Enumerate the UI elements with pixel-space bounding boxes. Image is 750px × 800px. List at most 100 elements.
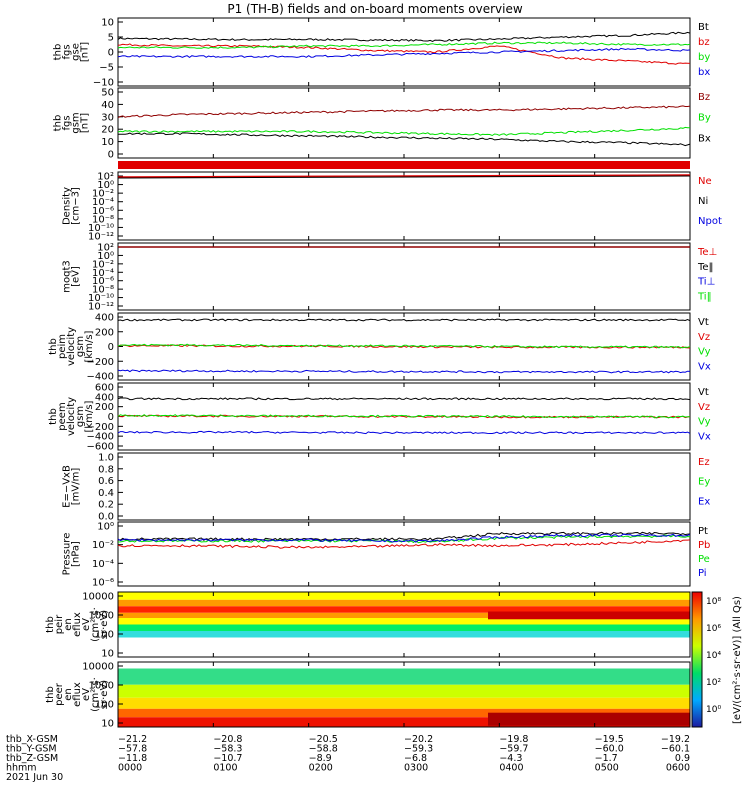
y-tick-label: 200 [95,327,114,338]
y-axis-label: Pressure [62,533,73,576]
y-tick-label: 1.0 [98,453,114,464]
y-axis-label: [nPa] [71,541,82,567]
y-axis-label: velocity [66,397,77,436]
heatmap-band [118,624,690,631]
y-tick-label: 0 [108,412,114,423]
x-tick-label: 0.9 [675,753,690,764]
x-tick-label: −60.1 [661,744,690,755]
series-Bt [117,31,691,42]
legend-Te‖: Te‖ [697,262,714,273]
heatmap-band [488,611,690,620]
x-tick-label: −59.7 [499,744,528,755]
y-tick-label: 30 [101,112,114,123]
colorbar-tick-label: 10⁰ [706,705,721,715]
x-tick-label: −11.8 [118,753,147,764]
x-axis-row-label: thb_Z-GSM [6,753,58,764]
panel-pressure: 10⁰ 10⁻² 10⁻⁴ 10⁻⁶ Pressure[nPa] Pt Pb Pe Pi [62,521,710,589]
y-tick-label: 400 [95,313,114,324]
series-Vx [117,430,691,435]
y-tick-label: 10⁻⁸ [92,285,114,296]
colorbar: 10⁸ 10⁶ 10⁴ 10² 10⁰ [eV/(cm²·s·sr·eV)] (All Q… [691,591,743,728]
date-label: 2021 Jun 30 [6,772,63,783]
legend-bx: bx [698,67,710,78]
x-tick-label: −58.3 [213,744,242,755]
legend-by: by [698,52,710,63]
y-axis-label: eV [81,688,92,701]
y-axis-label: peim [57,334,68,359]
y-axis-label: sr·eV) [99,680,110,709]
x-tick-label: −6.8 [404,753,427,764]
y-tick-label: 5 [108,33,114,44]
y-tick-label: 10² [97,243,114,254]
y-tick-label: 10⁻⁶ [92,206,114,217]
x-tick-label: −8.9 [309,753,332,764]
colorbar-tick-label: 10⁶ [706,624,721,634]
series-Vx [117,369,691,374]
y-axis-label: moqt3 [62,260,73,293]
y-axis-label: eflux [72,682,83,707]
y-tick-label: 10⁻¹⁰ [88,223,114,234]
x-tick-label: 0000 [118,763,142,774]
colorbar-tick-label: 10⁸ [706,597,721,607]
legend-Ex: Ex [698,496,710,507]
legend-Pi: Pi [698,568,707,579]
x-axis-annotation: thb_X-GSM −21.2 −20.8 −20.5 −20.2 −19.8 −19.5−… [6,734,690,783]
x-tick-label: 0400 [499,763,523,774]
panel-peir: 10000 1000 100 10 thbpeirenefluxeV(cm²·s·sr·… [45,591,691,660]
y-tick-label: 10⁰ [97,522,114,533]
y-tick-label: 1000 [89,611,114,622]
x-tick-label: 0600 [666,763,690,774]
y-tick-label: 10⁰ [97,180,114,191]
y-tick-label: 0 [108,48,114,59]
y-tick-label: 10⁻⁶ [92,578,114,589]
y-tick-label: 10 [101,649,114,660]
y-axis-label: thb [48,408,59,425]
heatmap-band [488,712,690,726]
y-tick-label: 0.8 [98,464,114,475]
y-axis-label: [km/s] [84,400,95,432]
y-tick-label: 50 [101,88,114,99]
series-Pb [117,539,691,549]
y-tick-label: 100 [95,700,114,711]
legend-Vz: Vz [698,332,710,343]
y-tick-label: 40 [101,100,114,111]
colorbar-label: [eV/(cm²·s·sr·eV)] (All Qs) [732,596,743,724]
x-tick-label: −4.3 [499,753,522,764]
panel-frame [117,521,691,587]
x-tick-label: −19.5 [595,734,624,745]
y-tick-label: 10 [101,719,114,730]
y-tick-label: 10⁻⁸ [92,214,114,225]
colorbar-tick-label: 10² [706,678,721,688]
y-axis-label: eV [81,618,92,631]
y-tick-label: 10⁻¹⁰ [88,293,114,304]
y-tick-label: 10 [101,18,114,29]
y-tick-label: −5 [99,63,114,74]
y-tick-label: 0.2 [98,500,114,511]
legend-Vx: Vx [698,361,711,372]
heatmap-band [118,606,690,613]
legend-Vt: Vt [698,387,709,398]
series-Vy [117,343,691,349]
y-tick-label: 10⁻⁴ [92,559,114,570]
x-tick-label: −19.8 [499,734,528,745]
heatmap-band [118,684,690,698]
legend-Pt: Pt [698,526,708,537]
x-tick-label: −19.2 [661,734,690,745]
heatmap-band [118,618,690,625]
y-tick-label: −10 [93,78,114,89]
series-Vy [117,414,691,419]
y-tick-label: 10⁻⁴ [92,268,114,279]
x-tick-label: −57.8 [118,744,147,755]
y-axis-label: peer [54,682,65,706]
series-bz [117,43,691,65]
y-axis-label: [nT] [80,113,91,133]
y-tick-label: 20 [101,125,114,136]
legend-Ey: Ey [698,477,710,488]
y-tick-label: 0.0 [98,512,114,523]
heatmap-band [118,599,690,607]
y-tick-label: 400 [95,392,114,403]
